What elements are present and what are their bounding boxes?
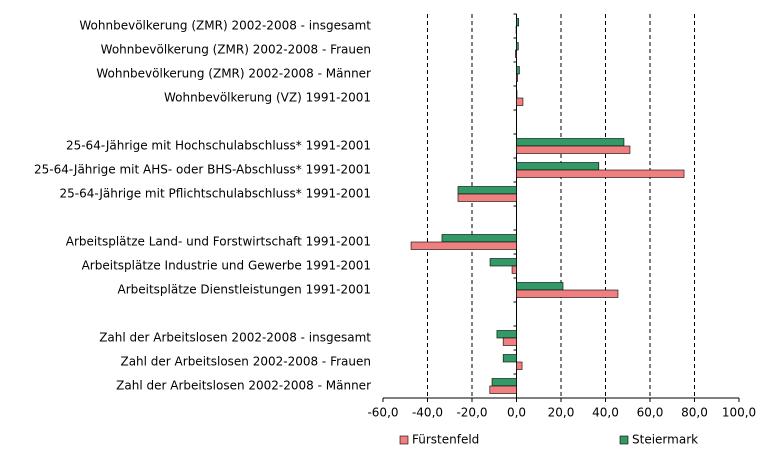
- y-tick-label: Zahl der Arbeitslosen 2002-2008 - Männer: [116, 379, 371, 393]
- legend-label: Steiermark: [632, 433, 698, 447]
- y-tick-label: Arbeitsplätze Industrie und Gewerbe 1991…: [82, 259, 371, 273]
- x-tick-label: -20,0: [456, 406, 487, 420]
- bar: [491, 378, 517, 387]
- y-tick-label: Wohnbevölkerung (VZ) 1991-2001: [164, 91, 371, 105]
- bar: [516, 145, 631, 154]
- bar: [516, 97, 524, 106]
- bar: [516, 18, 520, 27]
- y-tick-label: Zahl der Arbeitslosen 2002-2008 - insges…: [99, 331, 371, 345]
- y-tick-label: 25-64-Jährige mit Hochschulabschluss* 19…: [66, 139, 371, 153]
- bar: [516, 282, 564, 291]
- x-tick-label: 20,0: [548, 406, 575, 420]
- x-tick-label: 80,0: [681, 406, 708, 420]
- bar: [516, 66, 520, 75]
- bar: [515, 49, 517, 58]
- legend-swatch: [619, 435, 629, 445]
- bar: [489, 385, 517, 394]
- bar: [489, 258, 517, 267]
- legend-swatch: [399, 435, 409, 445]
- y-tick-label: Arbeitsplätze Land- und Forstwirtschaft …: [66, 235, 371, 249]
- x-tick-label: 40,0: [592, 406, 619, 420]
- bar: [516, 42, 519, 51]
- bar: [516, 361, 523, 370]
- bar: [516, 138, 625, 147]
- x-tick-label: -40,0: [412, 406, 443, 420]
- y-tick-label: 25-64-Jährige mit Pflichtschulabschluss*…: [59, 187, 371, 201]
- bar: [457, 186, 517, 195]
- bar: [511, 265, 517, 274]
- bar: [516, 90, 518, 99]
- x-tick-label: 60,0: [637, 406, 664, 420]
- bar: [516, 169, 685, 178]
- bar: [516, 289, 619, 298]
- y-tick-label: Wohnbevölkerung (ZMR) 2002-2008 - Frauen: [101, 43, 371, 57]
- x-tick-label: 0,0: [507, 406, 526, 420]
- y-tick-label: 25-64-Jährige mit AHS- oder BHS-Abschlus…: [34, 163, 371, 177]
- bar: [502, 354, 517, 363]
- bar: [516, 73, 518, 82]
- bar: [516, 162, 600, 171]
- x-tick-label: 100,0: [722, 406, 756, 420]
- bar: [457, 193, 517, 202]
- y-tick-label: Arbeitsplätze Dienstleistungen 1991-2001: [117, 283, 371, 297]
- y-tick-label: Wohnbevölkerung (ZMR) 2002-2008 - Männer: [96, 67, 371, 81]
- legend-label: Fürstenfeld: [412, 433, 479, 447]
- x-tick-label: -60,0: [367, 406, 398, 420]
- y-tick-label: Zahl der Arbeitslosen 2002-2008 - Frauen: [120, 355, 371, 369]
- bar: [410, 241, 517, 250]
- bar: [515, 25, 517, 34]
- y-tick-label: Wohnbevölkerung (ZMR) 2002-2008 - insges…: [79, 19, 371, 33]
- bar: [496, 330, 517, 339]
- bar: [441, 234, 517, 243]
- bar: [502, 337, 517, 346]
